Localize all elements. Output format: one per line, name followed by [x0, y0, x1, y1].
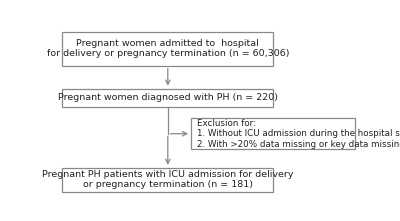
- Text: Pregnant women diagnosed with PH (n = 220): Pregnant women diagnosed with PH (n = 22…: [58, 93, 278, 103]
- Text: Exclusion for:
1. Without ICU admission during the hospital stay (n = 34)
2. Wit: Exclusion for: 1. Without ICU admission …: [197, 119, 400, 149]
- FancyBboxPatch shape: [62, 32, 273, 66]
- FancyBboxPatch shape: [191, 118, 355, 149]
- Text: Pregnant PH patients with ICU admission for delivery
or pregnancy termination (n: Pregnant PH patients with ICU admission …: [42, 170, 294, 189]
- FancyBboxPatch shape: [62, 168, 273, 192]
- Text: Pregnant women admitted to  hospital
for delivery or pregnancy termination (n = : Pregnant women admitted to hospital for …: [46, 39, 289, 58]
- FancyBboxPatch shape: [62, 89, 273, 107]
